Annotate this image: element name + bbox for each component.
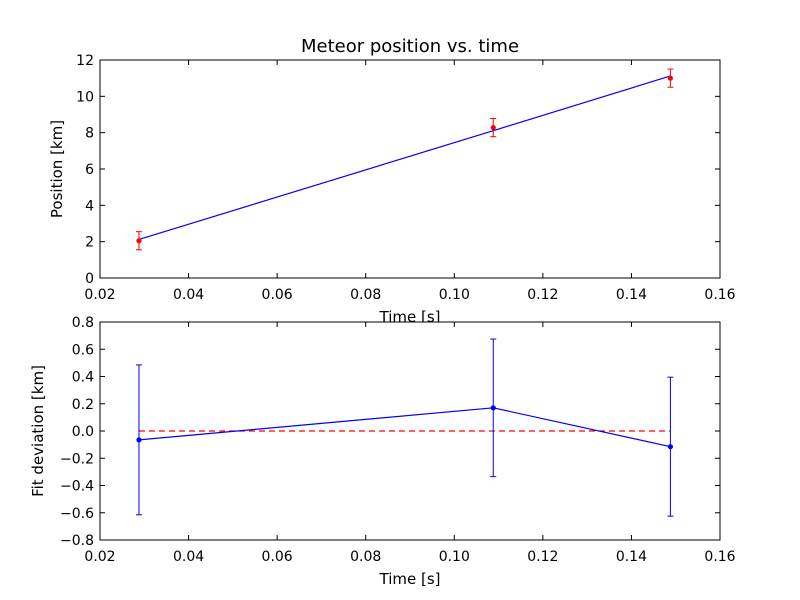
position-chart: Meteor position vs. time Time [s] Positi… xyxy=(48,36,736,326)
deviation-chart-marks xyxy=(135,338,674,517)
deviation-chart-x-tick-label: 0.16 xyxy=(704,549,735,565)
deviation-chart-y-tick-label: 0.6 xyxy=(72,342,94,358)
deviation-chart-ticks: 0.02 0.04 0.06 0.08 0.10 0.12 0.14 0.16 −0.8 −0.6… xyxy=(60,315,736,565)
position-chart-x-tick-label: 0.10 xyxy=(439,287,470,303)
deviation-data-point xyxy=(667,444,674,450)
deviation-chart-y-tick-label: 0.8 xyxy=(72,315,94,331)
deviation-chart-x-tick-label: 0.08 xyxy=(350,549,381,565)
deviation-chart: Time [s] Fit deviation [km] 0.02 0.04 0.06… xyxy=(29,315,736,588)
position-data-point xyxy=(490,124,496,131)
position-chart-x-tick-label: 0.02 xyxy=(84,287,115,303)
position-chart-y-tick-label: 4 xyxy=(85,198,94,214)
deviation-chart-y-tick-label: −0.4 xyxy=(60,479,94,495)
position-chart-x-tick-label: 0.16 xyxy=(704,287,735,303)
position-chart-x-tick-label: 0.14 xyxy=(616,287,647,303)
deviation-chart-y-tick-label: 0.4 xyxy=(72,370,94,386)
position-chart-y-tick-label: 12 xyxy=(76,53,94,69)
position-chart-y-tick-label: 10 xyxy=(76,89,94,105)
position-chart-y-tick-label: 6 xyxy=(85,162,94,178)
deviation-chart-x-tick-label: 0.04 xyxy=(173,549,204,565)
deviation-chart-y-tick-label: −0.8 xyxy=(60,533,94,549)
deviation-chart-x-tick-label: 0.10 xyxy=(439,549,470,565)
position-chart-ticks: 0.02 0.04 0.06 0.08 0.10 0.12 0.14 0.16 0 2 4 6 8 10 1… xyxy=(76,53,736,303)
position-chart-y-tick-label: 8 xyxy=(85,126,94,142)
deviation-chart-x-tick-label: 0.12 xyxy=(527,549,558,565)
position-data-point xyxy=(667,75,674,81)
deviation-chart-y-tick-label: −0.6 xyxy=(60,506,94,522)
deviation-data-point xyxy=(490,405,496,411)
position-chart-x-tick-label: 0.08 xyxy=(350,287,381,303)
position-chart-x-tick-label: 0.12 xyxy=(527,287,558,303)
position-chart-axes-frame xyxy=(99,59,721,279)
deviation-chart-y-axis-label: Fit deviation [km] xyxy=(29,365,47,497)
position-chart-x-tick-label: 0.06 xyxy=(262,287,293,303)
position-chart-y-tick-label: 2 xyxy=(85,235,94,251)
position-data-point xyxy=(136,238,142,244)
deviation-data-point xyxy=(136,437,142,443)
deviation-chart-y-tick-label: −0.2 xyxy=(60,451,94,467)
position-chart-marks xyxy=(135,68,674,251)
position-chart-y-axis-label: Position [km] xyxy=(48,120,66,218)
deviation-chart-x-tick-label: 0.06 xyxy=(262,549,293,565)
deviation-chart-x-tick-label: 0.14 xyxy=(616,549,647,565)
position-chart-x-tick-label: 0.04 xyxy=(173,287,204,303)
deviation-chart-x-axis-label: Time [s] xyxy=(379,570,441,588)
position-chart-title: Meteor position vs. time xyxy=(301,36,519,57)
deviation-chart-y-tick-label: 0.2 xyxy=(72,397,94,413)
deviation-chart-y-tick-label: 0.0 xyxy=(72,424,94,440)
deviation-chart-x-tick-label: 0.02 xyxy=(84,549,115,565)
position-chart-y-tick-label: 0 xyxy=(85,271,94,287)
